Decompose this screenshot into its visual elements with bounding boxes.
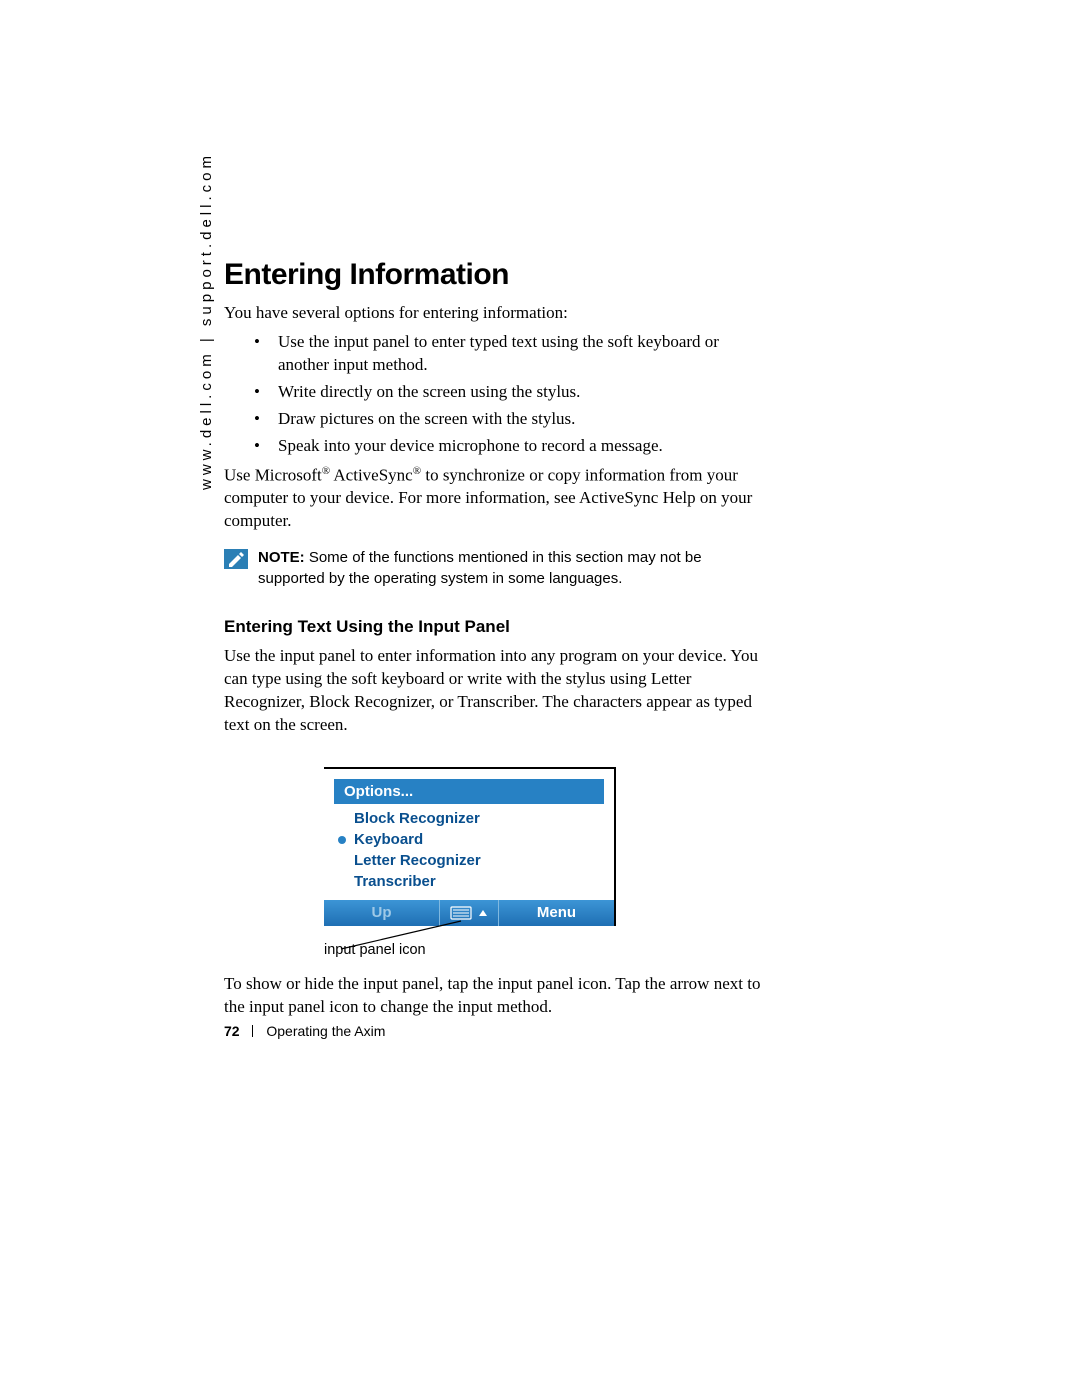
manual-page: www.dell.com | support.dell.com Entering… [0, 0, 1080, 1397]
note-text: Some of the functions mentioned in this … [258, 549, 702, 587]
input-method-item[interactable]: Transcriber [334, 871, 604, 892]
footer-divider [252, 1025, 253, 1037]
options-bar[interactable]: Options... [334, 779, 604, 804]
popup-menu: Options... Block Recognizer Keyboard Let… [324, 767, 614, 892]
figure-wrap: Options... Block Recognizer Keyboard Let… [224, 767, 764, 967]
note-block: NOTE: Some of the functions mentioned in… [224, 547, 764, 589]
figure-frame: Options... Block Recognizer Keyboard Let… [324, 767, 616, 926]
list-item: Draw pictures on the screen with the sty… [254, 408, 764, 431]
registered-symbol: ® [322, 465, 330, 477]
softkey-bar: Up Menu [324, 900, 614, 926]
pencil-note-icon [224, 549, 248, 569]
input-method-item[interactable]: Keyboard [334, 829, 604, 850]
page-footer: 72 Operating the Axim [224, 1023, 385, 1039]
list-item: Write directly on the screen using the s… [254, 381, 764, 404]
text: Use Microsoft [224, 465, 322, 484]
sidebar-url: www.dell.com | support.dell.com [198, 152, 215, 490]
input-panel-paragraph: Use the input panel to enter information… [224, 645, 764, 737]
options-list: Use the input panel to enter typed text … [254, 331, 764, 458]
input-panel-figure: Options... Block Recognizer Keyboard Let… [324, 767, 616, 926]
page-heading: Entering Information [224, 258, 764, 292]
list-item: Speak into your device microphone to rec… [254, 435, 764, 458]
subheading: Entering Text Using the Input Panel [224, 617, 764, 637]
input-method-item[interactable]: Letter Recognizer [334, 850, 604, 871]
softkey-up-button[interactable]: Up [324, 900, 439, 926]
input-method-list: Block Recognizer Keyboard Letter Recogni… [334, 808, 604, 892]
list-item: Use the input panel to enter typed text … [254, 331, 764, 377]
callout-label: input panel icon [324, 942, 426, 958]
text: ActiveSync [330, 465, 413, 484]
input-panel-icon[interactable] [439, 900, 499, 926]
sync-paragraph: Use Microsoft® ActiveSync® to synchroniz… [224, 464, 764, 533]
registered-symbol: ® [413, 465, 421, 477]
content-column: Entering Information You have several op… [224, 258, 764, 1025]
note-label: NOTE: [258, 549, 305, 566]
closing-paragraph: To show or hide the input panel, tap the… [224, 973, 764, 1019]
intro-paragraph: You have several options for entering in… [224, 302, 764, 325]
input-method-item[interactable]: Block Recognizer [334, 808, 604, 829]
section-title: Operating the Axim [266, 1023, 385, 1039]
softkey-menu-button[interactable]: Menu [499, 900, 614, 926]
page-number: 72 [224, 1023, 240, 1039]
